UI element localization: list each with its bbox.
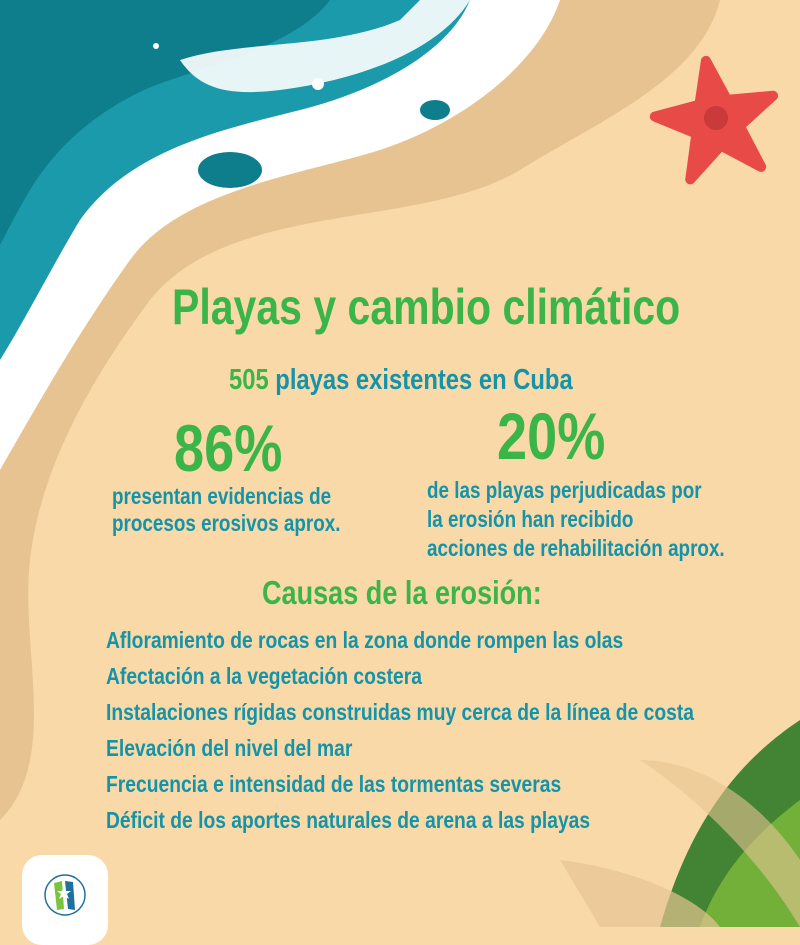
cause-item: Instalaciones rígidas construidas muy ce…: [106, 699, 694, 725]
stat-line: la erosión han recibido: [427, 506, 634, 532]
stat-description-86: presentan evidencias de procesos erosivo…: [112, 483, 341, 537]
stat-value-86: 86%: [174, 411, 283, 485]
cause-item: Afloramiento de rocas en la zona donde r…: [106, 627, 624, 653]
causes-list: Afloramiento de rocas en la zona donde r…: [106, 627, 800, 843]
starfish-icon: [649, 55, 779, 185]
causes-heading: Causas de la erosión:: [262, 574, 542, 611]
subtitle: 505 playas existentes en Cuba: [229, 364, 573, 397]
stat-line: acciones de rehabilitación aprox.: [427, 535, 725, 561]
logo-card: [22, 855, 108, 945]
subtitle-text: playas existentes en Cuba: [268, 364, 573, 396]
stat-value-20: 20%: [497, 399, 606, 473]
cause-item: Déficit de los aportes naturales de aren…: [106, 807, 591, 833]
logo-icon: [44, 874, 86, 916]
page-title: Playas y cambio climático: [172, 279, 681, 335]
cause-item: Elevación del nivel del mar: [106, 735, 353, 761]
stat-line: presentan evidencias de: [112, 483, 332, 509]
stat-line: de las playas perjudicadas por: [427, 477, 702, 503]
cause-item: Frecuencia e intensidad de las tormentas…: [106, 771, 562, 797]
palm-leaf-icon: [560, 720, 800, 927]
cause-item: Afectación a la vegetación costera: [106, 663, 422, 689]
stat-line: procesos erosivos aprox.: [112, 510, 341, 536]
beach-count: 505: [229, 364, 269, 396]
stat-description-20: de las playas perjudicadas por la erosió…: [427, 476, 725, 563]
